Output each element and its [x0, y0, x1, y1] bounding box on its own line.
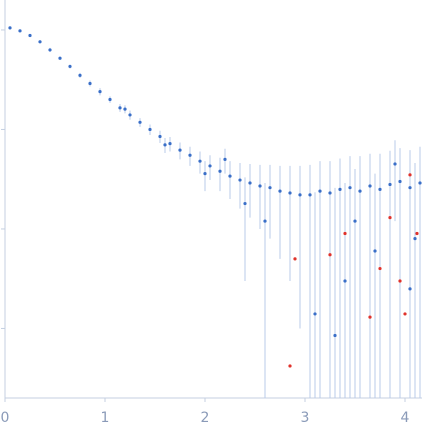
point: [343, 231, 347, 236]
point: [358, 189, 362, 193]
point: [118, 106, 122, 110]
point: [328, 253, 332, 257]
point: [163, 143, 167, 147]
point: [288, 364, 292, 368]
point: [268, 186, 272, 190]
point: [368, 315, 372, 319]
point: [78, 73, 82, 77]
point: [378, 187, 382, 191]
point: [388, 216, 392, 220]
point: [408, 287, 412, 291]
point: [8, 26, 12, 30]
point: [408, 173, 412, 177]
point: [293, 257, 297, 261]
point: [308, 193, 312, 197]
point: [38, 40, 42, 44]
point: [108, 97, 112, 102]
point: [123, 107, 127, 111]
point: [328, 191, 332, 195]
x-tick-label: 2: [201, 410, 210, 426]
point: [263, 219, 267, 223]
point: [408, 186, 412, 190]
point: [343, 279, 347, 283]
point: [348, 186, 352, 190]
point: [318, 189, 322, 193]
point: [288, 191, 292, 195]
point: [148, 127, 152, 132]
point: [248, 181, 252, 185]
point: [218, 169, 222, 173]
point: [48, 48, 52, 52]
point: [28, 33, 32, 38]
point: [418, 181, 422, 185]
point: [313, 312, 317, 316]
point: [398, 279, 402, 283]
x-tick-label: 3: [301, 410, 310, 426]
x-tick-label: 0: [1, 410, 10, 426]
point: [338, 187, 342, 191]
point: [415, 231, 419, 236]
point: [18, 29, 22, 33]
point: [168, 142, 172, 146]
point: [413, 236, 417, 241]
point: [373, 249, 377, 253]
point: [68, 64, 72, 69]
point: [203, 172, 207, 176]
point: [128, 113, 132, 117]
point: [223, 157, 227, 162]
point: [398, 179, 402, 184]
point: [298, 193, 302, 197]
point: [138, 120, 142, 124]
point: [98, 90, 102, 94]
x-tick-label: 1: [101, 410, 110, 426]
point: [378, 266, 382, 271]
x-tick-label: 4: [401, 410, 410, 426]
point: [58, 56, 62, 60]
point: [403, 312, 407, 316]
point: [258, 184, 262, 188]
point: [88, 81, 92, 86]
point: [158, 134, 162, 139]
point: [228, 174, 232, 178]
point: [188, 153, 192, 157]
point: [368, 184, 372, 188]
point: [198, 159, 202, 163]
point: [243, 201, 247, 206]
point: [333, 333, 337, 338]
point: [388, 182, 392, 187]
point: [238, 178, 242, 182]
point: [278, 189, 282, 193]
point: [208, 164, 212, 168]
point: [393, 162, 397, 166]
point: [178, 148, 182, 152]
point: [353, 219, 357, 223]
